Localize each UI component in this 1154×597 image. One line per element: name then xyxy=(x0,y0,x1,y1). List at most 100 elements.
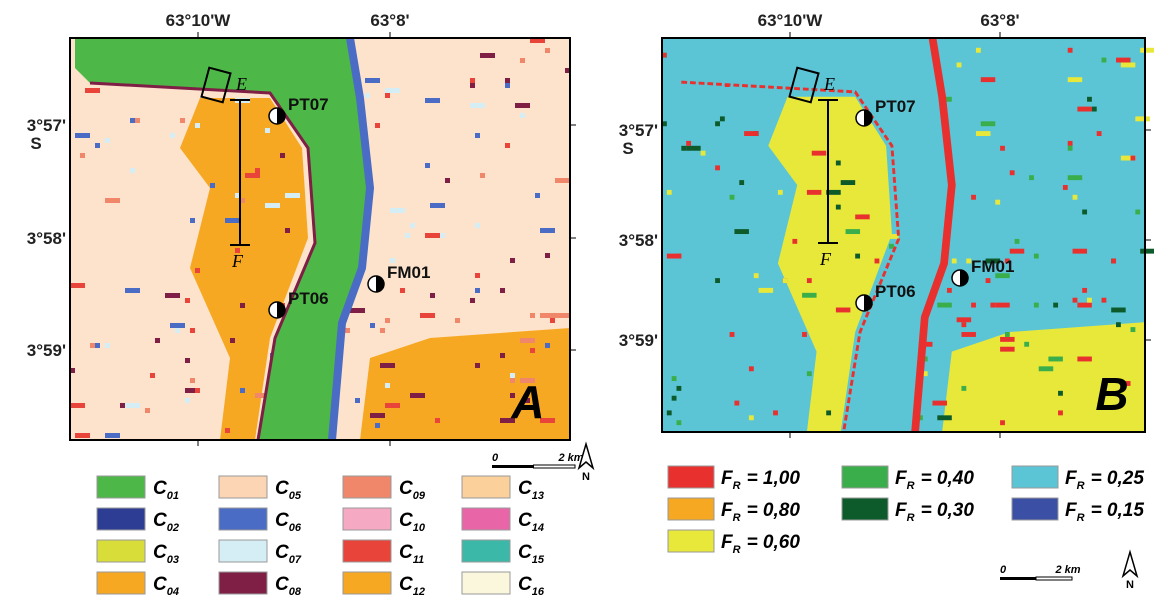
pixel xyxy=(435,418,440,423)
pixel xyxy=(520,113,525,118)
pixel xyxy=(70,283,85,288)
legend-value: = 0,15 xyxy=(1091,500,1145,521)
pixel xyxy=(1131,156,1136,161)
legend-value: = 0,30 xyxy=(921,500,975,521)
pixel xyxy=(355,398,360,403)
scale-label: 2 km xyxy=(557,452,583,464)
legend-symbol: C xyxy=(153,542,167,563)
pixel xyxy=(1116,58,1130,63)
pixel xyxy=(981,121,995,126)
pixel xyxy=(195,268,200,273)
pixel xyxy=(540,313,555,318)
legend-subscript: R xyxy=(907,512,915,524)
legend-label: C05 xyxy=(275,478,302,502)
pixel xyxy=(430,203,445,208)
pixel xyxy=(937,415,951,420)
pixel xyxy=(836,205,841,210)
north-arrow xyxy=(1123,552,1137,576)
pixel xyxy=(470,103,485,108)
pixel xyxy=(530,348,535,353)
pixel xyxy=(672,376,677,381)
pixel xyxy=(265,203,280,208)
legend-label: C02 xyxy=(153,510,179,534)
transect-label: E xyxy=(235,74,247,94)
pixel xyxy=(375,423,380,428)
pixel xyxy=(545,48,550,53)
pixel xyxy=(75,133,90,138)
pixel xyxy=(1087,298,1092,303)
legend-subscript: 13 xyxy=(532,490,544,502)
pixel xyxy=(672,396,677,401)
pixel xyxy=(734,401,739,406)
pixel xyxy=(1048,357,1062,362)
pixel xyxy=(540,228,555,233)
legend-symbol: C xyxy=(518,542,532,563)
latitude-label: 3°58' xyxy=(619,231,658,250)
latitude-label: 3°59' xyxy=(619,331,658,350)
latitude-label: 3°58' xyxy=(27,229,66,248)
pixel xyxy=(932,401,946,406)
latitude-label: 3°57' xyxy=(619,121,658,140)
pixel xyxy=(170,323,185,328)
pixel xyxy=(530,313,535,318)
pixel xyxy=(555,178,570,183)
pixel xyxy=(425,98,440,103)
pixel xyxy=(812,151,826,156)
pixel xyxy=(225,428,230,433)
pixel xyxy=(125,288,140,293)
pixel xyxy=(749,415,754,420)
station-label: PT07 xyxy=(288,95,329,114)
pixel xyxy=(545,343,550,348)
longitude-label: 63°10'W xyxy=(166,11,232,30)
pixel xyxy=(667,254,681,259)
legend-swatch xyxy=(97,540,145,562)
pixel xyxy=(957,317,971,322)
legend-swatch xyxy=(462,476,510,498)
pixel xyxy=(265,128,270,133)
pixel xyxy=(505,83,510,88)
pixel xyxy=(715,121,720,126)
pixel xyxy=(715,278,720,283)
pixel xyxy=(480,53,495,58)
legend-subscript: 07 xyxy=(289,554,302,566)
legend-symbol: C xyxy=(399,478,413,499)
pixel xyxy=(855,254,860,259)
legend-swatch xyxy=(668,498,714,520)
pixel xyxy=(807,278,812,283)
pixel xyxy=(947,288,952,293)
pixel xyxy=(385,93,390,98)
legend-label: C11 xyxy=(399,542,424,566)
pixel xyxy=(190,218,195,223)
pixel xyxy=(846,229,860,234)
pixel xyxy=(1034,303,1039,308)
pixel xyxy=(255,168,260,173)
pixel xyxy=(90,343,95,348)
pixel xyxy=(125,403,140,408)
pixel xyxy=(195,388,200,393)
legend-subscript: 12 xyxy=(413,586,425,597)
legend-symbol: C xyxy=(153,510,167,531)
pixel xyxy=(1077,357,1091,362)
legend-subscript: R xyxy=(733,512,741,524)
pixel xyxy=(875,259,880,264)
legend-swatch xyxy=(219,508,267,530)
pixel xyxy=(170,133,175,138)
legend-label: C06 xyxy=(275,510,302,534)
pixel xyxy=(1015,239,1020,244)
scale-label: 0 xyxy=(492,452,499,464)
pixel xyxy=(165,293,180,298)
pixel xyxy=(889,244,894,249)
map-panel: 63°10'W63°8'3°57'3°58'3°59'SEFPT07PT06FM… xyxy=(27,11,593,597)
pixel xyxy=(1097,131,1102,136)
pixel xyxy=(802,332,807,337)
pixel xyxy=(1073,195,1078,200)
pixel xyxy=(175,328,180,333)
legend-label: FR= 0,40 xyxy=(895,468,974,492)
pixel xyxy=(470,298,475,303)
pixel xyxy=(1111,308,1125,313)
pixel xyxy=(846,210,860,215)
pixel xyxy=(730,332,735,337)
pixel xyxy=(105,433,120,438)
station-label: FM01 xyxy=(387,263,430,282)
station-label: FM01 xyxy=(971,257,1014,276)
